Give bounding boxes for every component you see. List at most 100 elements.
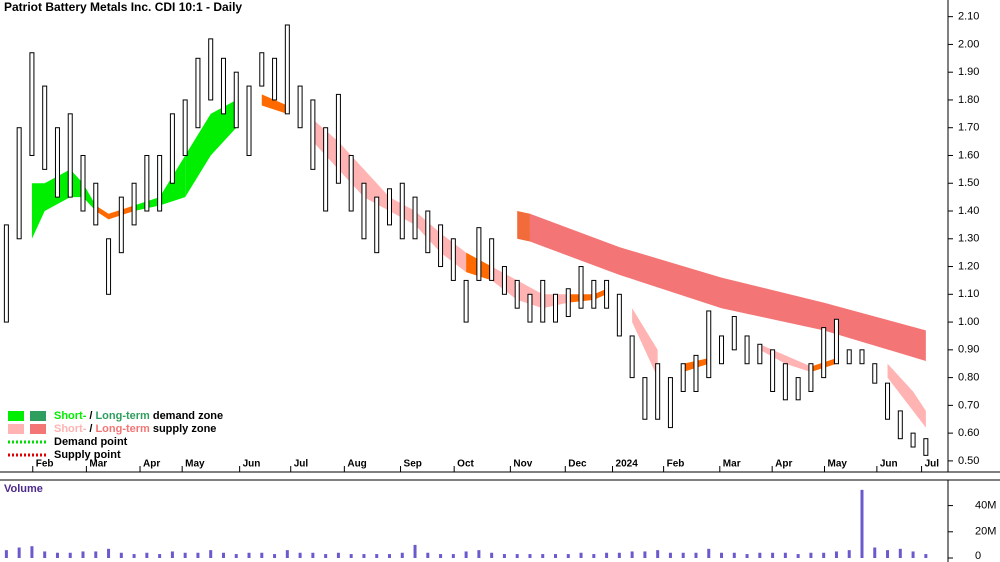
volume-bar	[758, 552, 762, 558]
price-bar	[744, 335, 750, 365]
legend-swatch	[8, 411, 24, 421]
price-bar	[655, 363, 661, 420]
price-bar	[106, 238, 112, 295]
price-bar	[642, 377, 648, 420]
price-bar	[910, 432, 916, 448]
legend-label: Supply point	[54, 449, 121, 461]
volume-bar	[426, 552, 430, 558]
volume-bar	[796, 554, 800, 558]
volume-bar	[617, 552, 621, 558]
long-term-zone	[517, 211, 530, 242]
y-tick-label: 1.50	[958, 177, 979, 189]
price-bar	[310, 99, 316, 170]
price-bar	[859, 349, 865, 365]
price-bar	[399, 182, 405, 240]
volume-bar	[145, 552, 149, 558]
volume-bar	[873, 547, 877, 558]
price-bar	[16, 127, 22, 240]
volume-bar	[847, 550, 851, 558]
volume-bar	[324, 554, 328, 558]
legend-label: Short- / Long-term supply zone	[54, 423, 216, 435]
volume-bar	[605, 552, 609, 558]
x-tick-label: Apr	[775, 459, 792, 470]
x-tick-label: Jun	[243, 459, 261, 470]
volume-bar	[4, 550, 8, 558]
x-tick-label: Feb	[667, 459, 685, 470]
price-bar	[157, 154, 163, 212]
price-bar	[169, 113, 175, 184]
legend-short: Short-	[54, 410, 87, 422]
volume-bar	[349, 554, 353, 558]
volume-bar	[221, 552, 225, 558]
x-tick-label: Oct	[457, 459, 474, 470]
legend-short: Short-	[54, 423, 87, 435]
y-tick-label: 1.10	[958, 288, 979, 300]
volume-bar	[387, 554, 391, 558]
volume-bar	[707, 548, 711, 558]
volume-bar	[681, 552, 685, 558]
x-tick-label: May	[185, 459, 205, 470]
price-bar	[885, 382, 891, 420]
volume-bar	[413, 544, 417, 558]
volume-bar	[375, 554, 379, 558]
short-term-zone	[31, 169, 96, 239]
volume-bar	[720, 552, 724, 558]
price-bar	[182, 99, 188, 156]
volume-bar	[592, 554, 596, 558]
price-bar	[489, 238, 495, 281]
legend-label: Short- / Long-term demand zone	[54, 410, 223, 422]
price-bar	[233, 71, 239, 129]
short-term-zone	[632, 308, 658, 378]
volume-bar	[68, 552, 72, 558]
volume-bar	[209, 550, 213, 558]
y-tick-label: 0.50	[958, 455, 979, 467]
price-bar	[604, 279, 610, 309]
price-bar	[412, 196, 418, 240]
short-term-zone	[134, 155, 186, 212]
price-bar	[323, 127, 329, 212]
y-tick-label: 0.70	[958, 399, 979, 411]
price-bar	[3, 224, 9, 323]
price-bar	[374, 196, 380, 254]
y-tick-label: 1.00	[958, 316, 979, 328]
price-bar	[42, 85, 48, 170]
price-bar	[757, 343, 763, 365]
price-bar	[80, 154, 86, 212]
volume-bar	[630, 551, 634, 558]
price-bar	[361, 182, 367, 240]
legend-label: Demand point	[54, 436, 128, 448]
volume-bar	[298, 552, 302, 558]
x-tick-label: Jul	[925, 459, 940, 470]
x-tick-label: May	[828, 459, 848, 470]
volume-bar	[732, 552, 736, 558]
short-term-zone	[887, 363, 926, 428]
price-bar	[425, 210, 431, 254]
volume-bar	[490, 552, 494, 558]
volume-bar	[822, 552, 826, 558]
volume-bar	[107, 548, 111, 558]
short-term-zone	[95, 205, 135, 220]
legend-rest: demand zone	[153, 410, 223, 422]
legend-long: Long-term	[95, 423, 150, 435]
legend-long: Long-term	[95, 410, 150, 422]
price-bar	[501, 266, 507, 295]
price-bar	[29, 52, 35, 156]
volume-bar	[119, 552, 123, 558]
volume-bar	[17, 547, 21, 558]
price-bar	[93, 182, 99, 226]
price-bar	[693, 354, 699, 392]
x-tick-label: Jun	[880, 459, 898, 470]
x-tick-label: 2024	[616, 459, 639, 470]
y-tick-label: 0.90	[958, 344, 979, 356]
volume-bar	[566, 554, 570, 558]
volume-bar	[528, 554, 532, 558]
y-tick-label: 2.10	[958, 11, 979, 23]
price-bar	[616, 293, 622, 337]
y-tick-label: 1.80	[958, 94, 979, 106]
volume-bar	[643, 551, 647, 558]
price-bar	[118, 196, 124, 254]
volume-bar	[668, 552, 672, 558]
price-bar	[438, 224, 444, 268]
price-bar	[706, 310, 712, 379]
y2-tick-label: 40M	[975, 499, 996, 511]
